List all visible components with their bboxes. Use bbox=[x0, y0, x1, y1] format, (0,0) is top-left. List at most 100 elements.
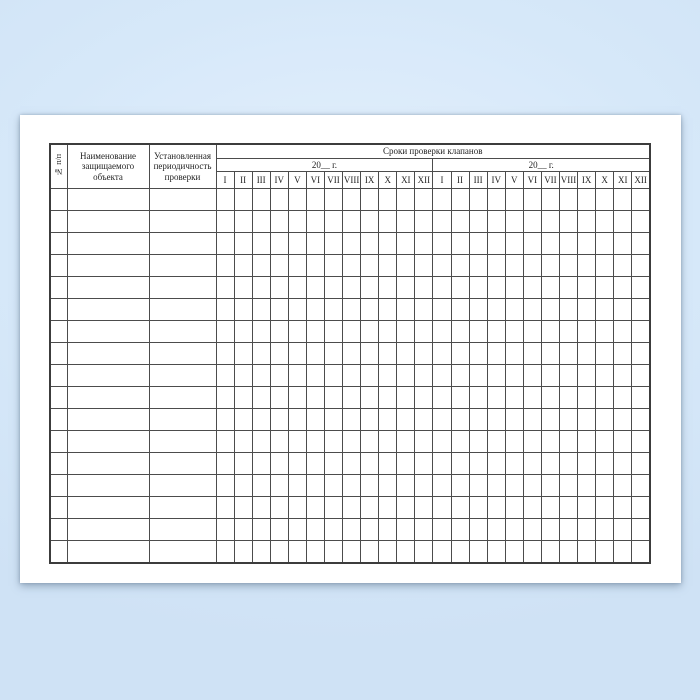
schedule-cell bbox=[342, 430, 362, 453]
schedule-cell bbox=[631, 496, 651, 519]
schedule-cell bbox=[468, 232, 488, 255]
schedule-cell bbox=[396, 276, 416, 299]
month-header-cell: III bbox=[251, 171, 271, 189]
schedule-cell bbox=[396, 430, 416, 453]
schedule-cell bbox=[233, 518, 253, 541]
schedule-cell bbox=[396, 540, 416, 563]
schedule-cell bbox=[269, 408, 289, 431]
table-row bbox=[49, 210, 651, 233]
schedule-cell bbox=[215, 540, 235, 563]
schedule-cell bbox=[450, 452, 470, 475]
schedule-cell bbox=[233, 232, 253, 255]
schedule-cell bbox=[540, 452, 560, 475]
schedule-cell bbox=[432, 408, 452, 431]
schedule-cell bbox=[269, 518, 289, 541]
schedule-cell bbox=[577, 518, 597, 541]
schedule-cell bbox=[522, 320, 542, 343]
month-header-cell: XI bbox=[396, 171, 416, 189]
schedule-cell bbox=[522, 364, 542, 387]
schedule-cell bbox=[468, 540, 488, 563]
schedule-cell bbox=[432, 188, 452, 211]
schedule-cell bbox=[378, 254, 398, 277]
schedule-cell bbox=[233, 342, 253, 365]
schedule-cell bbox=[432, 540, 452, 563]
schedule-cell bbox=[360, 232, 380, 255]
schedule-cell bbox=[323, 210, 344, 233]
schedule-cell bbox=[323, 386, 344, 409]
schedule-cell bbox=[631, 452, 651, 475]
schedule-cell bbox=[287, 188, 307, 211]
schedule-cell bbox=[631, 276, 651, 299]
schedule-cell bbox=[305, 540, 325, 563]
schedule-cell bbox=[396, 298, 416, 321]
schedule-cell bbox=[414, 474, 434, 497]
year-group-header-1: 20__ г. bbox=[215, 158, 434, 172]
schedule-cell bbox=[450, 210, 470, 233]
schedule-cell bbox=[558, 518, 579, 541]
schedule-cell bbox=[378, 364, 398, 387]
schedule-cell bbox=[595, 540, 615, 563]
table-row bbox=[49, 320, 651, 343]
schedule-cell bbox=[504, 188, 524, 211]
schedule-cell bbox=[468, 518, 488, 541]
schedule-cell bbox=[522, 276, 542, 299]
schedule-cell bbox=[287, 276, 307, 299]
schedule-cell bbox=[486, 342, 506, 365]
row-number-cell bbox=[49, 430, 68, 453]
schedule-cell bbox=[360, 364, 380, 387]
schedule-cell bbox=[504, 386, 524, 409]
periodicity-cell bbox=[148, 254, 217, 277]
schedule-cell bbox=[613, 364, 633, 387]
row-number-cell bbox=[49, 232, 68, 255]
month-header-cell: XI bbox=[613, 171, 633, 189]
schedule-cell bbox=[577, 210, 597, 233]
schedule-cell bbox=[342, 386, 362, 409]
schedule-cell bbox=[504, 232, 524, 255]
schedule-cell bbox=[305, 474, 325, 497]
schedule-cell bbox=[504, 298, 524, 321]
schedule-cell bbox=[540, 254, 560, 277]
schedule-cell bbox=[486, 452, 506, 475]
schedule-cell bbox=[251, 254, 271, 277]
schedule-cell bbox=[215, 430, 235, 453]
schedule-cell bbox=[378, 430, 398, 453]
schedule-cell bbox=[540, 364, 560, 387]
schedule-cell bbox=[540, 474, 560, 497]
schedule-cell bbox=[287, 386, 307, 409]
schedule-cell bbox=[360, 320, 380, 343]
schedule-cell bbox=[450, 342, 470, 365]
schedule-cell bbox=[595, 364, 615, 387]
schedule-cell bbox=[613, 320, 633, 343]
schedule-cell bbox=[414, 430, 434, 453]
schedule-cell bbox=[233, 276, 253, 299]
schedule-cell bbox=[522, 518, 542, 541]
schedule-cell bbox=[323, 276, 344, 299]
schedule-cell bbox=[486, 320, 506, 343]
schedule-cell bbox=[360, 518, 380, 541]
schedule-cell bbox=[558, 452, 579, 475]
schedule-cell bbox=[414, 188, 434, 211]
schedule-cell bbox=[522, 408, 542, 431]
periodicity-cell bbox=[148, 386, 217, 409]
schedule-cell bbox=[233, 386, 253, 409]
table-row bbox=[49, 540, 651, 563]
month-header-cell: VI bbox=[522, 171, 542, 189]
row-number-cell bbox=[49, 496, 68, 519]
schedule-cell bbox=[450, 518, 470, 541]
schedule-cell bbox=[287, 254, 307, 277]
schedule-cell bbox=[342, 342, 362, 365]
schedule-cell bbox=[342, 452, 362, 475]
schedule-cell bbox=[468, 452, 488, 475]
valve-check-schedule-table: № п/п Наименование защищаемого объекта У… bbox=[49, 143, 651, 564]
schedule-cell bbox=[342, 540, 362, 563]
schedule-cell bbox=[360, 430, 380, 453]
schedule-cell bbox=[577, 452, 597, 475]
object-name-cell bbox=[66, 518, 150, 541]
schedule-cell bbox=[577, 496, 597, 519]
schedule-cell bbox=[323, 518, 344, 541]
row-number-cell bbox=[49, 276, 68, 299]
table-row bbox=[49, 386, 651, 409]
schedule-cell bbox=[323, 408, 344, 431]
schedule-cell bbox=[414, 496, 434, 519]
schedule-cell bbox=[414, 210, 434, 233]
